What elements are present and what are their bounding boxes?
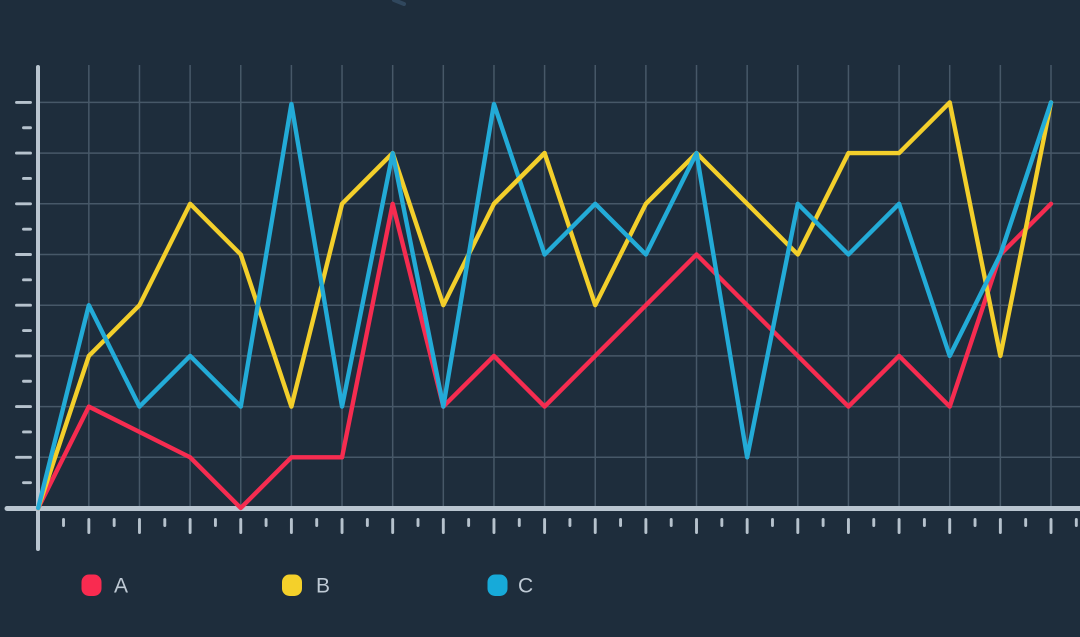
- svg-text:A: A: [114, 575, 128, 598]
- svg-text:C: C: [518, 575, 533, 598]
- svg-text:B: B: [316, 575, 330, 598]
